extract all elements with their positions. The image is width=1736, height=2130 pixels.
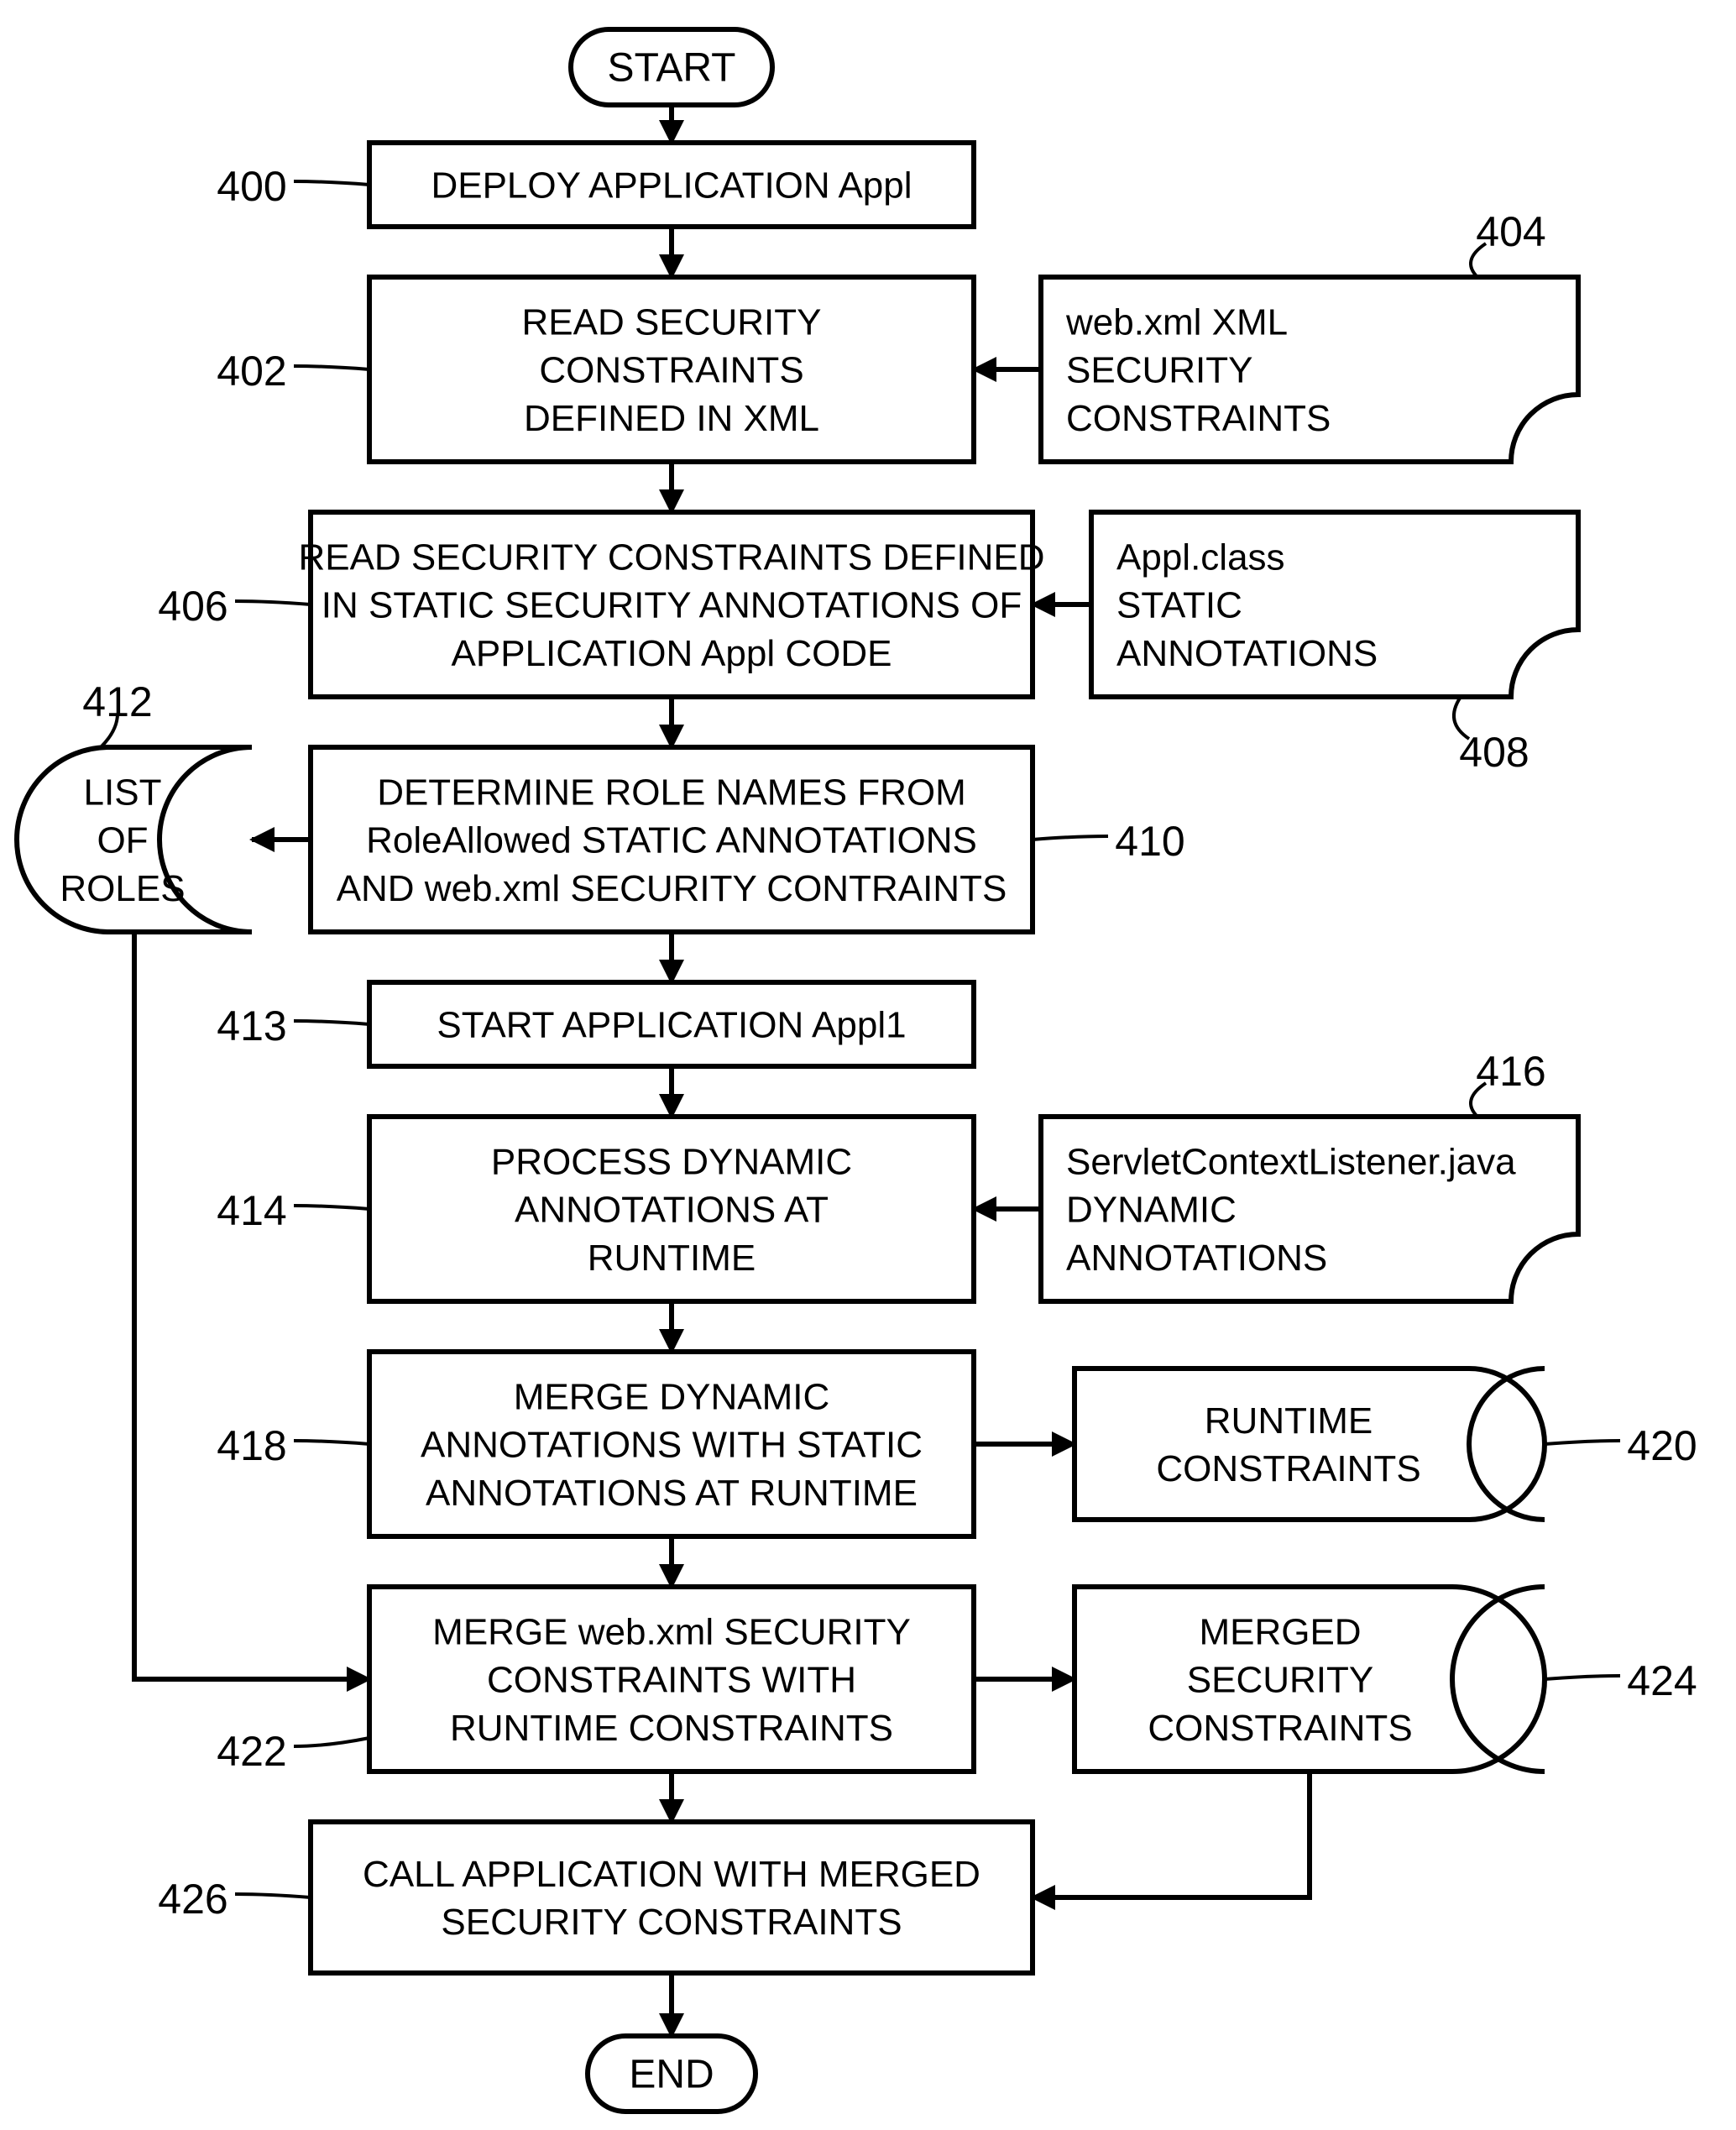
svg-text:DEFINED IN XML: DEFINED IN XML [524, 398, 819, 439]
svg-text:SECURITY CONSTRAINTS: SECURITY CONSTRAINTS [441, 1902, 902, 1943]
svg-text:CONSTRAINTS WITH: CONSTRAINTS WITH [487, 1660, 856, 1701]
svg-text:RUNTIME: RUNTIME [588, 1238, 756, 1279]
n410-ref-leader [1033, 836, 1108, 840]
n408-ref: 408 [1459, 729, 1529, 776]
svg-text:MERGED: MERGED [1199, 1611, 1361, 1652]
svg-text:CONSTRAINTS: CONSTRAINTS [1148, 1708, 1412, 1749]
svg-text:READ SECURITY CONSTRAINTS DEFI: READ SECURITY CONSTRAINTS DEFINED [298, 536, 1044, 578]
svg-text:Appl.class: Appl.class [1116, 536, 1285, 578]
n402-ref-leader [294, 366, 369, 369]
n410-ref: 410 [1115, 818, 1184, 865]
n426-ref: 426 [158, 1876, 227, 1923]
n414-ref-leader [294, 1206, 369, 1209]
svg-text:ServletContextListener.java: ServletContextListener.java [1066, 1141, 1516, 1182]
n404-ref: 404 [1476, 208, 1545, 255]
n424-ref-leader [1545, 1676, 1620, 1679]
svg-text:CONSTRAINTS: CONSTRAINTS [1156, 1448, 1420, 1489]
n418-ref: 418 [217, 1422, 286, 1469]
svg-text:CONSTRAINTS: CONSTRAINTS [539, 350, 803, 391]
svg-text:ANNOTATIONS AT RUNTIME: ANNOTATIONS AT RUNTIME [426, 1473, 918, 1514]
n424-store-notch [1452, 1587, 1545, 1772]
svg-text:MERGE DYNAMIC: MERGE DYNAMIC [514, 1376, 829, 1417]
flowchart-canvas: START END DEPLOY APPLICATION Appl 400 READ S… [0, 0, 1736, 2130]
n426-box [311, 1822, 1033, 1973]
svg-text:DYNAMIC: DYNAMIC [1066, 1190, 1237, 1231]
svg-text:CONSTRAINTS: CONSTRAINTS [1066, 398, 1331, 439]
svg-text:RUNTIME: RUNTIME [1205, 1400, 1373, 1442]
n406-ref: 406 [158, 583, 227, 630]
svg-text:ROLES: ROLES [60, 868, 185, 909]
svg-text:SECURITY: SECURITY [1187, 1660, 1373, 1701]
svg-text:SECURITY: SECURITY [1066, 350, 1252, 391]
edge-n424-n426 [1033, 1772, 1310, 1897]
end-label: END [629, 2053, 714, 2097]
svg-text:APPLICATION Appl CODE: APPLICATION Appl CODE [452, 633, 892, 674]
n424-ref: 424 [1627, 1657, 1697, 1704]
svg-text:LIST: LIST [84, 772, 162, 813]
n420-store [1075, 1369, 1545, 1520]
svg-text:ANNOTATIONS: ANNOTATIONS [1116, 633, 1378, 674]
n406-ref-leader [235, 601, 311, 604]
n413-ref-leader [294, 1021, 369, 1024]
n416-ref: 416 [1476, 1048, 1545, 1095]
svg-text:READ SECURITY: READ SECURITY [522, 301, 822, 343]
n420-store-notch [1469, 1369, 1545, 1520]
svg-text:PROCESS DYNAMIC: PROCESS DYNAMIC [491, 1141, 852, 1182]
n422-ref: 422 [217, 1728, 286, 1775]
n402-ref: 402 [217, 348, 286, 395]
svg-text:ANNOTATIONS: ANNOTATIONS [1066, 1238, 1327, 1279]
svg-text:MERGE web.xml SECURITY: MERGE web.xml SECURITY [432, 1611, 911, 1652]
svg-text:RUNTIME CONSTRAINTS: RUNTIME CONSTRAINTS [450, 1708, 893, 1749]
start-label: START [608, 46, 736, 91]
n414-ref: 414 [217, 1187, 286, 1234]
svg-text:CALL APPLICATION WITH MERGED: CALL APPLICATION WITH MERGED [363, 1854, 980, 1895]
svg-text:AND web.xml SECURITY CONTRAINT: AND web.xml SECURITY CONTRAINTS [337, 868, 1007, 909]
svg-text:ANNOTATIONS WITH STATIC: ANNOTATIONS WITH STATIC [421, 1425, 923, 1466]
svg-text:IN STATIC SECURITY ANNOTATIONS: IN STATIC SECURITY ANNOTATIONS OF [322, 585, 1022, 626]
svg-text:ANNOTATIONS AT: ANNOTATIONS AT [515, 1190, 829, 1231]
svg-text:START APPLICATION Appl1: START APPLICATION Appl1 [437, 1005, 906, 1046]
svg-text:OF: OF [97, 820, 148, 861]
n420-ref-leader [1545, 1441, 1620, 1444]
n400-ref: 400 [217, 163, 286, 210]
svg-text:web.xml XML: web.xml XML [1065, 301, 1288, 343]
n426-ref-leader [235, 1894, 311, 1897]
svg-text:RoleAllowed STATIC ANNOTATIONS: RoleAllowed STATIC ANNOTATIONS [366, 820, 977, 861]
n420-ref: 420 [1627, 1422, 1697, 1469]
svg-text:DEPLOY APPLICATION Appl: DEPLOY APPLICATION Appl [431, 165, 912, 207]
svg-text:STATIC: STATIC [1116, 585, 1242, 626]
n413-ref: 413 [217, 1002, 286, 1049]
n400-ref-leader [294, 181, 369, 185]
svg-text:DETERMINE ROLE NAMES FROM: DETERMINE ROLE NAMES FROM [377, 772, 966, 813]
n422-ref-leader [294, 1738, 369, 1746]
n418-ref-leader [294, 1441, 369, 1444]
